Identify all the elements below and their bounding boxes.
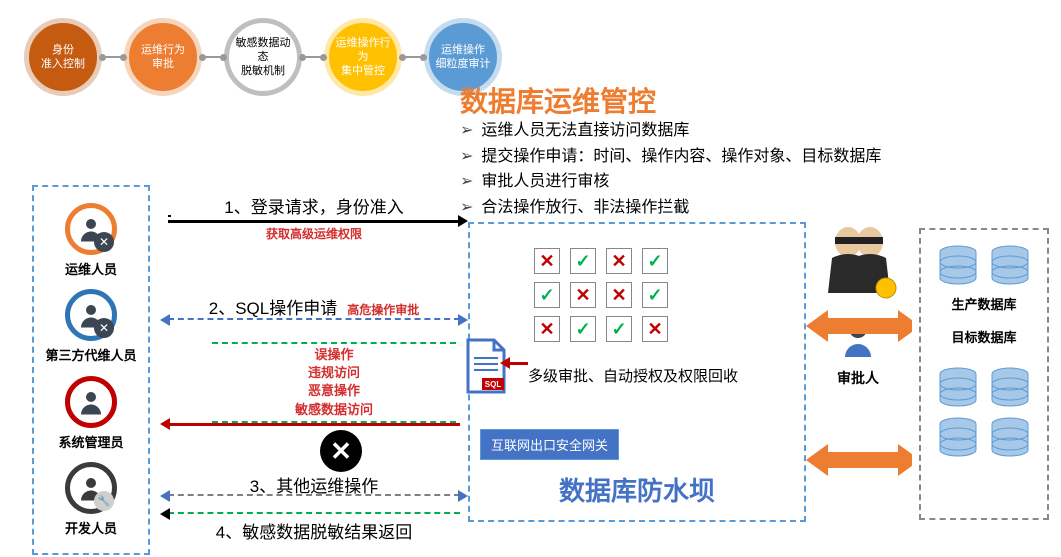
- dam-title: 数据库防水坝: [470, 471, 804, 508]
- person-sysadmin: 系统管理员: [58, 376, 123, 451]
- db-icon: [989, 416, 1031, 458]
- person-dev-icon: 🔧: [65, 462, 117, 514]
- flow-1-note: 获取高级运维权限: [168, 225, 460, 242]
- violation-4: 敏感数据访问: [212, 401, 456, 419]
- circle-4-label: 运维操作行为集中管控: [335, 36, 391, 79]
- bullet-3: 审批人员进行审核: [460, 169, 881, 195]
- main-title: 数据库运维管控: [460, 80, 656, 120]
- connector: [102, 56, 124, 58]
- denied-icon: ✕: [320, 430, 362, 472]
- flow-2-sidenote: 高危操作审批: [347, 301, 419, 318]
- db-icon: [989, 244, 1031, 286]
- circle-4: 运维操作行为集中管控: [324, 18, 402, 96]
- db-pair-3: [929, 416, 1039, 458]
- cell-pass: ✓: [570, 316, 596, 342]
- approver: 审批人: [818, 218, 898, 388]
- person-thirdparty-icon: ✕: [65, 289, 117, 341]
- flow-3-line: [168, 423, 460, 426]
- flow-1-tail: [168, 215, 460, 217]
- cell-fail: ✕: [534, 316, 560, 342]
- db-icon: [937, 366, 979, 408]
- cell-fail: ✕: [534, 248, 560, 274]
- person-sysadmin-icon: [65, 376, 117, 428]
- title-text: 数据库运维管控: [460, 80, 656, 120]
- violation-list: 误操作 违规访问 恶意操作 敏感数据访问: [212, 342, 456, 423]
- cell-pass: ✓: [606, 316, 632, 342]
- person-thirdparty-label: 第三方代维人员: [45, 345, 136, 364]
- bullet-4: 合法操作放行、非法操作拦截: [460, 195, 881, 221]
- flow-4-arrow: [168, 512, 460, 514]
- db-label-2: 目标数据库: [929, 327, 1039, 346]
- process-chain: 身份准入控制 运维行为审批 敏感数据动态脱敏机制 运维操作行为集中管控 运维操作…: [24, 18, 502, 96]
- sql-arrow: [508, 362, 528, 365]
- cell-fail: ✕: [642, 316, 668, 342]
- db-pair-1: [929, 244, 1039, 286]
- svg-text:SQL: SQL: [485, 380, 502, 389]
- flow-3-arrow: [168, 494, 460, 496]
- circle-1-label: 身份准入控制: [41, 43, 85, 72]
- db-label-1: 生产数据库: [929, 294, 1039, 313]
- people-panel: ✕ 运维人员 ✕ 第三方代维人员 系统管理员 🔧 开发人员: [32, 185, 150, 555]
- bullet-2: 提交操作申请：时间、操作内容、操作对象、目标数据库: [460, 144, 881, 170]
- cell-pass: ✓: [534, 282, 560, 308]
- orange-arrow-1: [806, 306, 912, 346]
- person-thirdparty: ✕ 第三方代维人员: [45, 289, 136, 364]
- badge-x-icon: ✕: [94, 232, 114, 252]
- flow-2-label: 2、SQL操作申请: [209, 294, 337, 319]
- person-sysadmin-label: 系统管理员: [58, 432, 123, 451]
- cell-pass: ✓: [642, 282, 668, 308]
- person-ops: ✕ 运维人员: [65, 203, 117, 278]
- connector: [402, 56, 424, 58]
- person-ops-label: 运维人员: [65, 259, 117, 278]
- db-icon: [989, 366, 1031, 408]
- bullet-list: 运维人员无法直接访问数据库 提交操作申请：时间、操作内容、操作对象、目标数据库 …: [460, 118, 881, 220]
- db-pair-2: [929, 366, 1039, 408]
- badge-tool-icon: 🔧: [94, 491, 114, 511]
- flow-2-arrow: [168, 318, 460, 320]
- approval-grid: ✕ ✓ ✕ ✓ ✓ ✕ ✕ ✓ ✕ ✓ ✓ ✕: [534, 248, 670, 342]
- flow-4-label: 4、敏感数据脱敏结果返回: [168, 518, 460, 543]
- cell-fail: ✕: [606, 282, 632, 308]
- approval-text: 多级审批、自动授权及权限回收: [528, 365, 738, 386]
- violation-1: 误操作: [212, 346, 456, 364]
- circle-3-label: 敏感数据动态脱敏机制: [235, 36, 291, 79]
- approver-label: 审批人: [818, 368, 898, 388]
- circle-3: 敏感数据动态脱敏机制: [224, 18, 302, 96]
- circle-2-label: 运维行为审批: [141, 43, 185, 72]
- circle-5-label: 运维操作细粒度审计: [436, 43, 491, 72]
- db-icon: [937, 244, 979, 286]
- cell-pass: ✓: [642, 248, 668, 274]
- gateway-tag: 互联网出口安全网关: [480, 429, 619, 460]
- person-dev-label: 开发人员: [65, 518, 117, 537]
- flow-1-arrow: [168, 220, 460, 223]
- db-panel: 生产数据库 目标数据库: [919, 228, 1049, 520]
- circle-2: 运维行为审批: [124, 18, 202, 96]
- violation-3: 恶意操作: [212, 382, 456, 400]
- db-icon: [937, 416, 979, 458]
- flow-2: 2、SQL操作申请高危操作审批: [168, 294, 460, 321]
- flow-1: 1、登录请求，身份准入 获取高级运维权限: [168, 193, 460, 242]
- connector: [202, 56, 224, 58]
- cell-fail: ✕: [570, 282, 596, 308]
- orange-arrow-2: [806, 440, 912, 480]
- violation-2: 违规访问: [212, 364, 456, 382]
- approver-icon: [818, 218, 900, 318]
- cell-fail: ✕: [606, 248, 632, 274]
- badge-x-icon: ✕: [94, 318, 114, 338]
- flow-4: 4、敏感数据脱敏结果返回: [168, 518, 460, 545]
- person-ops-icon: ✕: [65, 203, 117, 255]
- person-dev: 🔧 开发人员: [65, 462, 117, 537]
- connector: [302, 56, 324, 58]
- bullet-1: 运维人员无法直接访问数据库: [460, 118, 881, 144]
- cell-pass: ✓: [570, 248, 596, 274]
- circle-1: 身份准入控制: [24, 18, 102, 96]
